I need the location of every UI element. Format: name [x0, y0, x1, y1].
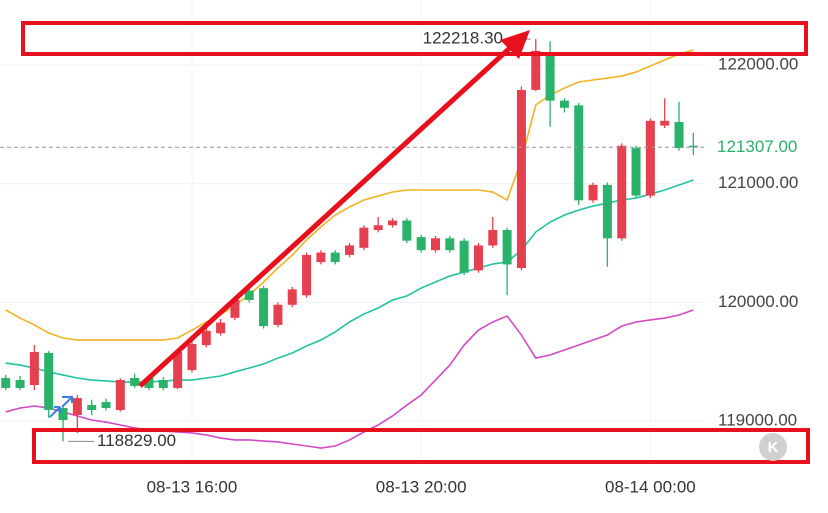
- candle-body: [15, 380, 25, 388]
- candle-body: [72, 398, 82, 416]
- candle-body: [230, 300, 240, 318]
- candle-body: [502, 230, 512, 265]
- candle-body: [602, 184, 612, 239]
- candle-body: [388, 220, 398, 226]
- last-price-bg: [710, 134, 828, 161]
- candle-body: [216, 322, 226, 334]
- candle-body: [617, 145, 627, 239]
- candle-body: [660, 120, 670, 126]
- candle-body: [173, 352, 183, 388]
- candle-body: [531, 50, 541, 90]
- y-tick-label: 119000.00: [718, 411, 797, 430]
- candle-body: [430, 238, 440, 251]
- candle-body: [201, 330, 211, 346]
- candle-body: [402, 220, 412, 241]
- candle-body: [545, 55, 555, 101]
- candle-body: [58, 408, 68, 421]
- candle-body: [87, 405, 97, 411]
- last-price-label: 121307.00: [717, 137, 797, 156]
- candle-body: [416, 237, 426, 251]
- grid-layer: [0, 64, 706, 422]
- expand-icon-path: [49, 396, 73, 418]
- highlight-box-top: [21, 21, 808, 56]
- label-layer: 119000.00 120000.00 121000.00 122000.00 08-1…: [0, 29, 828, 496]
- candle-body: [574, 105, 584, 201]
- badge-circle[interactable]: [759, 433, 787, 461]
- candle-body: [187, 343, 197, 371]
- max-marker-label: 122218.30: [423, 29, 503, 48]
- indicator-line: [5, 49, 694, 341]
- candle-body: [588, 184, 598, 201]
- annotation-arrow: [138, 44, 514, 388]
- x-tick-label: 08-14 00:00: [605, 477, 696, 496]
- y-tick-label: 121000.00: [718, 173, 798, 192]
- x-tick-label: 08-13 16:00: [147, 477, 238, 496]
- candle-body: [373, 225, 383, 231]
- candle-body: [130, 378, 140, 386]
- candle-body: [316, 252, 326, 263]
- candle-body: [330, 252, 340, 263]
- candle-body: [115, 380, 125, 411]
- candle-body: [631, 148, 641, 196]
- candle-body: [158, 380, 168, 388]
- candle-body: [1, 378, 11, 388]
- x-tick-label: 08-13 20:00: [376, 477, 467, 496]
- candle-body: [459, 240, 469, 273]
- candle-body: [674, 122, 684, 149]
- candle-body: [645, 120, 655, 196]
- candle-body: [244, 290, 254, 301]
- candle-body: [144, 378, 154, 388]
- candle-body: [44, 352, 54, 410]
- candle-body: [516, 89, 526, 268]
- candle-body: [445, 238, 455, 251]
- candle-body: [688, 145, 698, 148]
- candle-body: [29, 352, 39, 386]
- candle-body: [259, 288, 269, 327]
- highlight-box-bottom: [32, 428, 810, 464]
- candle-body: [359, 227, 369, 248]
- indicator-line: [5, 309, 694, 449]
- candle-layer: [1, 39, 698, 442]
- candle-body: [273, 304, 283, 325]
- expand-icon[interactable]: [49, 396, 73, 418]
- annotation-arrowhead: [500, 30, 530, 59]
- min-marker-label: 118829.00: [97, 431, 176, 450]
- badge-text: K: [768, 439, 779, 456]
- candle-body: [287, 289, 297, 305]
- y-tick-label: 120000.00: [718, 292, 798, 311]
- candle-body: [559, 100, 569, 108]
- candle-body: [345, 245, 355, 255]
- candle-body: [101, 402, 111, 409]
- candle-body: [488, 230, 498, 246]
- y-tick-label: 122000.00: [718, 55, 798, 74]
- candle-body: [302, 254, 312, 296]
- candle-body: [473, 245, 483, 271]
